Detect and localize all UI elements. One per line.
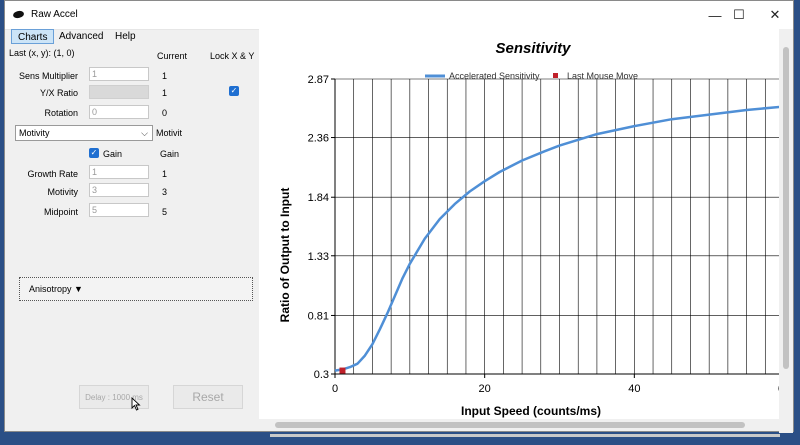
mode-current: Motivit [156, 128, 183, 138]
chart-pane: Sensitivity Accelerated Sensitivity Last … [259, 29, 790, 429]
maximize-button[interactable]: ☐ [733, 7, 745, 22]
growth-rate-label: Growth Rate [27, 169, 78, 179]
title-bar: Raw Accel — ☐ ✕ [5, 1, 793, 30]
x-tick-label: 20 [479, 383, 491, 395]
last-xy-label: Last (x, y): (1, 0) [9, 48, 75, 58]
x-tick-label: 0 [332, 383, 338, 395]
sens-multiplier-input[interactable]: 1 [89, 67, 149, 81]
gain-checkbox[interactable]: ✓ [89, 148, 99, 158]
chevron-down-icon: ⌵ [141, 128, 148, 138]
growth-rate-current: 1 [162, 169, 168, 179]
minimize-button[interactable]: — [708, 7, 722, 23]
rotation-label: Rotation [44, 108, 78, 118]
lock-xy-checkbox[interactable]: ✓ [229, 86, 239, 96]
horizontal-scrollbar[interactable] [259, 419, 779, 431]
midpoint-input[interactable]: 5 [89, 203, 149, 217]
chart-title: Sensitivity [495, 40, 571, 57]
y-tick-label: 1.84 [308, 192, 329, 204]
motivity-input[interactable]: 3 [89, 183, 149, 197]
close-button[interactable]: ✕ [769, 7, 781, 22]
rotation-current: 0 [162, 108, 168, 118]
y-tick-label: 1.33 [308, 251, 329, 263]
anisotropy-toggle[interactable]: Anisotropy ▼ [19, 277, 253, 301]
legend-swatch-last-mouse-move [553, 73, 558, 78]
yx-ratio-input [89, 85, 149, 99]
sens-multiplier-label: Sens Multiplier [18, 71, 78, 81]
motivity-label: Motivity [47, 187, 78, 197]
legend-label-accelerated-sensitivity: Accelerated Sensitivity [449, 71, 540, 81]
y-axis-label: Ratio of Output to Input [278, 188, 292, 323]
anisotropy-label: Anisotropy ▼ [29, 284, 83, 294]
yx-ratio-label: Y/X Ratio [39, 88, 78, 98]
y-tick-label: 0.3 [314, 369, 329, 381]
last-mouse-move-marker [339, 367, 346, 374]
motivity-current: 3 [162, 187, 168, 197]
y-tick-label: 2.87 [308, 74, 329, 86]
taskbar-strip [270, 434, 780, 437]
sens-multiplier-current: 1 [162, 71, 168, 81]
reset-button[interactable]: Reset [173, 385, 243, 409]
gain-current: Gain [160, 149, 180, 159]
menu-bar: Charts Advanced Help [5, 29, 257, 45]
menu-help[interactable]: Help [115, 31, 136, 42]
horizontal-scroll-thumb[interactable] [275, 422, 745, 428]
x-tick-label: 40 [628, 383, 640, 395]
menu-charts[interactable]: Charts [11, 29, 55, 44]
app-window: Raw Accel — ☐ ✕ Charts Advanced Help Las… [4, 0, 794, 433]
menu-advanced[interactable]: Advanced [59, 31, 104, 42]
mouse-cursor-icon [131, 397, 141, 411]
midpoint-label: Midpoint [43, 207, 78, 217]
yx-ratio-current: 1 [162, 88, 168, 98]
y-tick-label: 0.81 [308, 310, 329, 322]
sensitivity-chart: Sensitivity Accelerated Sensitivity Last … [278, 40, 790, 418]
accel-mode-value: Motivity [19, 128, 50, 138]
series-line-accelerated-sensitivity [334, 105, 785, 372]
midpoint-current: 5 [162, 207, 168, 217]
gain-label: Gain [103, 149, 123, 159]
window-title: Raw Accel [31, 9, 78, 20]
vertical-scrollbar[interactable] [779, 29, 793, 433]
mouse-icon [12, 9, 25, 20]
legend-label-last-mouse-move: Last Mouse Move [567, 71, 638, 81]
lock-xy-header: Lock X & Y [210, 51, 255, 61]
current-header: Current [157, 51, 188, 61]
x-axis-label: Input Speed (counts/ms) [461, 404, 601, 418]
rotation-input[interactable]: 0 [89, 105, 149, 119]
accel-mode-select[interactable]: Motivity ⌵ [15, 125, 153, 141]
growth-rate-input[interactable]: 1 [89, 165, 149, 179]
y-tick-label: 2.36 [308, 133, 329, 145]
vertical-scroll-thumb[interactable] [783, 47, 789, 369]
